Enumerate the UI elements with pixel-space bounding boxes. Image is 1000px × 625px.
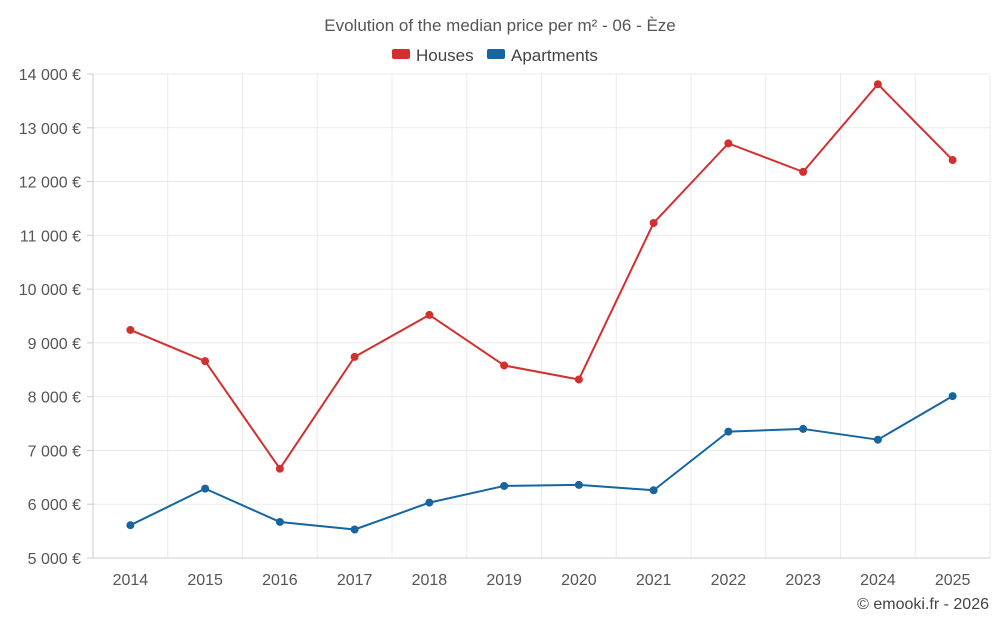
data-point-apartments[interactable] (799, 424, 808, 433)
axes (87, 73, 990, 559)
y-tick-label: 5 000 € (28, 551, 81, 568)
credit-text: © emooki.fr - 2026 (857, 596, 989, 613)
y-tick-label: 8 000 € (28, 390, 81, 407)
x-tick-label: 2015 (187, 572, 223, 589)
x-tick-label: 2021 (636, 572, 672, 589)
legend-item-apartments[interactable]: Apartments (487, 46, 598, 65)
data-point-houses[interactable] (873, 80, 882, 89)
data-point-houses[interactable] (649, 218, 658, 227)
data-point-apartments[interactable] (948, 392, 957, 401)
legend: Houses Apartments (392, 46, 598, 65)
data-point-houses[interactable] (425, 310, 434, 319)
data-point-houses[interactable] (799, 167, 808, 176)
x-axis-ticks: 2014 2015 2016 2017 2018 2019 2020 2021 2022 2023… (113, 572, 971, 589)
data-point-houses[interactable] (948, 156, 957, 165)
data-point-apartments[interactable] (873, 435, 882, 444)
y-tick-label: 7 000 € (28, 443, 81, 460)
x-tick-label: 2019 (486, 572, 522, 589)
data-point-apartments[interactable] (500, 481, 509, 490)
legend-label-houses: Houses (416, 46, 474, 65)
data-point-apartments[interactable] (425, 498, 434, 507)
legend-item-houses[interactable]: Houses (392, 46, 474, 65)
legend-swatch-apartments (487, 49, 505, 59)
series-apartments (126, 392, 957, 534)
data-point-houses[interactable] (574, 375, 583, 384)
y-tick-label: 13 000 € (19, 121, 81, 138)
y-tick-label: 10 000 € (19, 282, 81, 299)
x-tick-label: 2018 (412, 572, 448, 589)
data-point-apartments[interactable] (201, 484, 210, 493)
data-point-apartments[interactable] (574, 480, 583, 489)
y-tick-label: 9 000 € (28, 336, 81, 353)
series (126, 80, 957, 534)
x-tick-label: 2025 (935, 572, 971, 589)
y-tick-label: 12 000 € (19, 175, 81, 192)
grid (93, 73, 991, 558)
x-tick-label: 2014 (113, 572, 149, 589)
legend-swatch-houses (392, 49, 410, 59)
y-tick-label: 6 000 € (28, 497, 81, 514)
y-tick-label: 14 000 € (19, 67, 81, 84)
series-houses (126, 80, 957, 473)
data-point-apartments[interactable] (126, 521, 135, 530)
data-point-apartments[interactable] (350, 525, 359, 534)
data-point-apartments[interactable] (724, 427, 733, 436)
data-point-houses[interactable] (201, 357, 210, 366)
x-tick-label: 2024 (860, 572, 896, 589)
y-axis-ticks: 5 000 € 6 000 € 7 000 € 8 000 € 9 000 € 10 00… (19, 67, 81, 568)
data-point-apartments[interactable] (649, 486, 658, 495)
data-point-houses[interactable] (126, 325, 135, 334)
y-tick-label: 11 000 € (20, 228, 81, 245)
series-line-apartments (129, 395, 954, 531)
chart-title: Evolution of the median price per m² - 0… (324, 16, 676, 35)
data-point-houses[interactable] (350, 352, 359, 361)
legend-label-apartments: Apartments (511, 46, 598, 65)
x-tick-label: 2017 (337, 572, 373, 589)
series-line-houses (129, 83, 954, 470)
x-tick-label: 2020 (561, 572, 597, 589)
x-tick-label: 2016 (262, 572, 298, 589)
x-tick-label: 2023 (785, 572, 821, 589)
x-tick-label: 2022 (711, 572, 747, 589)
data-point-houses[interactable] (724, 139, 733, 148)
data-point-houses[interactable] (500, 361, 509, 370)
data-point-houses[interactable] (275, 464, 284, 473)
data-point-apartments[interactable] (275, 517, 284, 526)
